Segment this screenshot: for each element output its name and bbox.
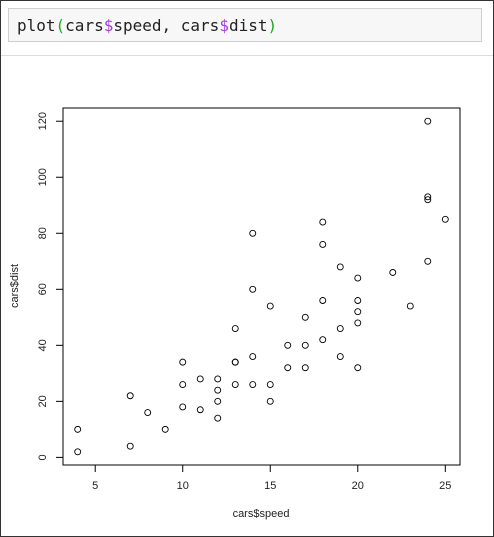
code-token: $ (103, 16, 114, 35)
code-token: plot (17, 16, 56, 35)
y-tick-label: 0 (37, 454, 49, 460)
point (354, 364, 362, 372)
point (354, 297, 362, 304)
x-axis-label: cars$speed (233, 508, 290, 520)
point (354, 308, 362, 316)
point (354, 319, 362, 327)
point (284, 341, 292, 349)
point (354, 274, 362, 282)
y-tick-label: 100 (37, 168, 49, 186)
point (161, 425, 169, 433)
point (266, 381, 274, 388)
point (249, 229, 257, 237)
point (144, 409, 152, 417)
point (231, 358, 239, 366)
point (231, 325, 239, 332)
point (249, 353, 257, 360)
point (319, 218, 327, 226)
point (424, 196, 432, 204)
code-token: ) (267, 16, 278, 35)
point (249, 381, 257, 388)
point (214, 397, 222, 405)
code-token: $ (219, 16, 229, 35)
point (214, 414, 222, 422)
code-token: speed, cars (113, 16, 220, 35)
point (179, 381, 187, 388)
y-tick-label: 60 (37, 283, 49, 295)
x-tick-label: 25 (439, 480, 451, 492)
code-token: dist (228, 16, 268, 35)
code-token: cars (65, 16, 104, 35)
point (406, 302, 414, 310)
point (301, 313, 309, 321)
point (126, 392, 134, 400)
code-cell[interactable]: plot(cars$speed, cars$dist) (8, 8, 482, 42)
point (424, 257, 432, 265)
point (249, 285, 257, 293)
point (231, 381, 239, 388)
point (74, 425, 82, 433)
point (266, 397, 274, 405)
point (126, 442, 134, 450)
point (389, 269, 397, 276)
y-tick-label: 40 (37, 339, 49, 351)
point (441, 215, 449, 223)
point (336, 325, 344, 332)
separator (1, 55, 493, 56)
point (319, 241, 327, 248)
point (284, 364, 292, 372)
point (336, 353, 344, 360)
point (179, 403, 187, 411)
y-tick-label: 20 (37, 395, 49, 407)
point (336, 263, 344, 271)
code-token: ( (55, 16, 66, 35)
point (196, 406, 204, 414)
point (74, 448, 82, 456)
point (214, 375, 222, 383)
point (424, 117, 432, 125)
point (301, 364, 309, 372)
point (424, 193, 432, 201)
x-tick-label: 5 (92, 480, 98, 492)
point (196, 375, 204, 383)
x-tick-label: 15 (264, 480, 276, 492)
point (214, 386, 222, 394)
point (179, 358, 187, 366)
y-tick-label: 120 (37, 112, 49, 130)
x-tick-label: 10 (177, 480, 189, 492)
point (319, 297, 327, 304)
point (319, 336, 327, 344)
point (301, 341, 309, 349)
x-tick-label: 20 (352, 480, 364, 492)
point (266, 302, 274, 310)
y-tick-label: 80 (37, 227, 49, 239)
plot-box (62, 107, 461, 466)
y-axis-label: cars$dist (9, 264, 21, 308)
